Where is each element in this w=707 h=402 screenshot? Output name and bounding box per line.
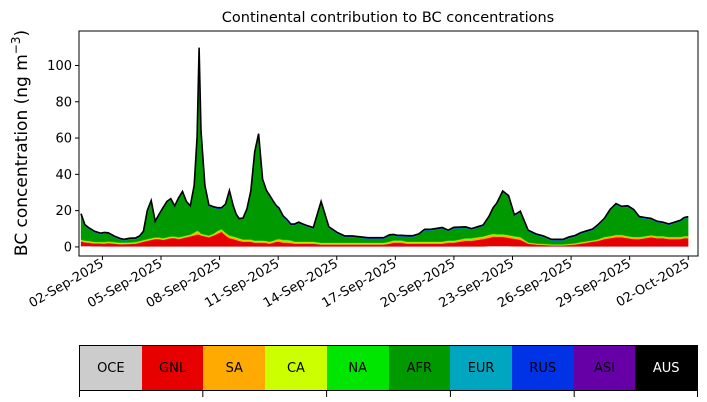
color-key-label: RUS bbox=[529, 360, 557, 376]
y-tick-label: 80 bbox=[55, 95, 72, 110]
color-key-label: SA bbox=[225, 360, 243, 376]
chart-title: Continental contribution to BC concentra… bbox=[222, 10, 554, 26]
bc-stacked-area-chart: Continental contribution to BC concentra… bbox=[9, 10, 699, 311]
color-key-label: OCE bbox=[97, 360, 125, 376]
color-key-cell-gnl: GNL bbox=[141, 346, 204, 390]
color-key-cell-sa: SA bbox=[203, 346, 266, 390]
color-key-label: CA bbox=[286, 360, 305, 376]
color-key-cell-rus: RUS bbox=[511, 346, 574, 390]
x-axis-ticks: 02-Sep-202505-Sep-202508-Sep-202511-Sep-… bbox=[27, 256, 692, 311]
color-key-label: GNL bbox=[159, 360, 187, 376]
color-key-label: NA bbox=[348, 360, 367, 376]
region-color-key: OCE GNL SA CA NA AFR EUR RUS ASI AUS bbox=[79, 345, 698, 391]
y-tick-label: 40 bbox=[55, 168, 72, 183]
color-key-label: EUR bbox=[467, 360, 495, 376]
color-key-cell-ca: CA bbox=[265, 346, 327, 390]
plot-frame bbox=[78, 30, 699, 257]
y-axis-label: BC concentration (ng m−3) bbox=[9, 30, 32, 256]
y-tick-label: 0 bbox=[64, 240, 72, 255]
color-key-ticks bbox=[79, 391, 698, 397]
color-key-label: AFR bbox=[406, 360, 433, 376]
color-key-label: AUS bbox=[652, 360, 680, 376]
y-axis-ticks: 0 20 40 60 80 100 bbox=[47, 59, 79, 255]
color-key-cell-afr: AFR bbox=[388, 346, 451, 390]
color-key-label: ASI bbox=[593, 360, 615, 376]
color-key-cell-eur: EUR bbox=[450, 346, 512, 390]
y-tick-label: 60 bbox=[55, 132, 72, 147]
color-key-cell-oce: OCE bbox=[80, 346, 142, 390]
area-afr bbox=[80, 53, 689, 245]
total-concentration-outline bbox=[80, 47, 689, 241]
stacked-areas bbox=[80, 47, 689, 248]
y-tick-label: 20 bbox=[55, 204, 72, 219]
color-key-cell-na: NA bbox=[326, 346, 389, 390]
color-key-cell-asi: ASI bbox=[573, 346, 636, 390]
y-tick-label: 100 bbox=[47, 59, 72, 74]
color-key-cell-aus: AUS bbox=[635, 346, 698, 390]
